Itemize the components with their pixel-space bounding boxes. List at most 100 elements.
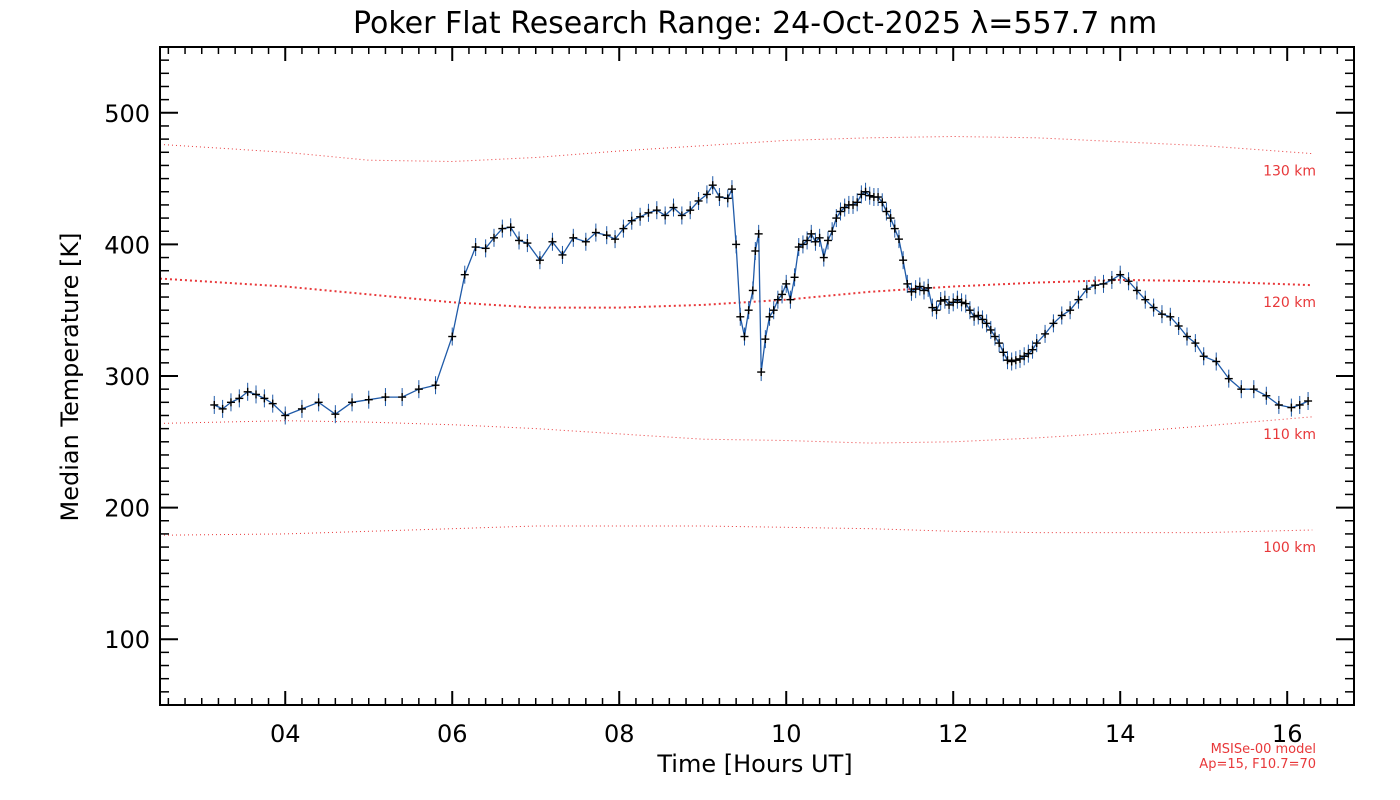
data-point — [953, 290, 962, 309]
data-point — [840, 198, 849, 217]
data-point — [1224, 369, 1233, 388]
data-point — [627, 211, 636, 230]
model-curve — [159, 135, 1313, 163]
data-point — [924, 278, 933, 297]
data-point — [1107, 270, 1116, 289]
model-curve — [159, 277, 1313, 309]
data-point — [874, 188, 883, 207]
data-point — [652, 201, 661, 220]
data-point — [861, 182, 870, 201]
data-point — [995, 334, 1004, 353]
data-point — [961, 294, 970, 313]
data-point — [782, 274, 791, 293]
model-note: MSISe-00 model Ap=15, F10.7=70 — [1199, 742, 1316, 772]
data-point — [1141, 290, 1150, 309]
x-tick-label: 14 — [1105, 720, 1136, 748]
data-point — [915, 277, 924, 296]
data-point — [602, 226, 611, 245]
y-tick-label: 400 — [104, 231, 150, 259]
data-point — [218, 399, 227, 418]
data-point — [489, 228, 498, 247]
model-curve — [159, 525, 1313, 536]
data-point — [414, 380, 423, 399]
data-point — [1287, 398, 1296, 417]
data-point — [348, 393, 357, 412]
data-point — [970, 307, 979, 326]
data-point — [1262, 386, 1271, 405]
data-point — [1032, 334, 1041, 353]
data-point — [882, 202, 891, 221]
data-point — [1028, 340, 1037, 359]
data-point — [823, 231, 832, 250]
data-point — [448, 327, 457, 346]
data-point — [849, 195, 858, 214]
chart-title: Poker Flat Research Range: 24-Oct-2025 λ… — [353, 6, 1157, 41]
data-point — [982, 314, 991, 333]
data-point — [558, 245, 567, 264]
data-point — [744, 301, 753, 320]
data-point — [1295, 395, 1304, 414]
data-point — [708, 176, 717, 195]
data-point — [936, 291, 945, 310]
data-point — [1041, 324, 1050, 343]
data-point — [765, 307, 774, 326]
x-axis-label: Time [Hours UT] — [656, 750, 852, 778]
y-tick-label: 300 — [104, 363, 150, 391]
data-point — [268, 394, 277, 413]
data-point — [1183, 327, 1192, 346]
model-note-line: Ap=15, F10.7=70 — [1199, 757, 1316, 772]
y-tick-label: 200 — [104, 495, 150, 523]
data-point — [431, 376, 440, 395]
data-point — [819, 248, 828, 267]
model-note-line: MSISe-00 model — [1211, 742, 1316, 757]
data-point — [794, 238, 803, 257]
data-point — [832, 209, 841, 228]
data-point — [364, 390, 373, 409]
x-tick-label: 06 — [437, 720, 468, 748]
model-curve-label: 120 km — [1263, 295, 1316, 311]
data-point — [460, 265, 469, 284]
data-point — [1099, 274, 1108, 293]
data-point — [986, 320, 995, 339]
data-point — [1082, 280, 1091, 299]
data-point — [644, 203, 653, 222]
data-point — [919, 281, 928, 300]
data-point — [957, 293, 966, 312]
data-point — [857, 185, 866, 204]
data-point — [1274, 395, 1283, 414]
y-axis-label: Median Temperature [K] — [56, 232, 84, 521]
data-point — [974, 306, 983, 325]
data-point — [1174, 316, 1183, 335]
data-point — [1166, 307, 1175, 326]
data-point — [297, 399, 306, 418]
data-point — [471, 238, 480, 257]
data-point — [786, 290, 795, 309]
data-point — [778, 285, 787, 304]
data-point — [723, 189, 732, 208]
data-point — [619, 219, 628, 238]
data-point — [1304, 392, 1313, 411]
data-point — [1011, 351, 1020, 370]
data-point — [1116, 265, 1125, 284]
data-point — [515, 231, 524, 250]
data-point — [932, 301, 941, 320]
x-tick-label: 04 — [270, 720, 301, 748]
axes-layer: 04 06 08 10 12 14 16 100 200 300 400 500 — [104, 46, 1355, 748]
model-curve — [159, 416, 1313, 444]
model-curves-layer: 130 km 120 km 110 km 100 km — [159, 135, 1316, 556]
data-point — [928, 298, 937, 317]
data-point — [757, 363, 766, 382]
data-point — [978, 310, 987, 329]
data-point — [1249, 380, 1258, 399]
data-point — [1091, 276, 1100, 295]
x-tick-label: 10 — [771, 720, 802, 748]
data-point — [732, 235, 741, 254]
x-tick-label: 16 — [1272, 720, 1303, 748]
data-point — [903, 274, 912, 293]
data-point — [990, 327, 999, 346]
data-point — [381, 388, 390, 407]
data-point — [754, 224, 763, 243]
data-point — [1132, 281, 1141, 300]
data-point — [636, 207, 645, 226]
